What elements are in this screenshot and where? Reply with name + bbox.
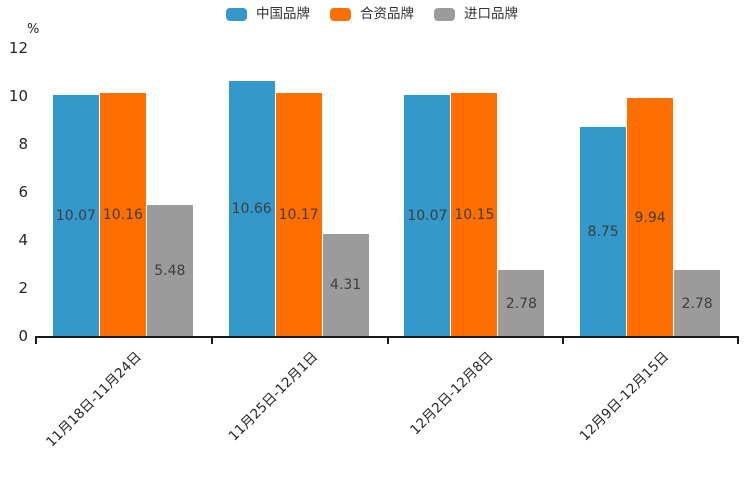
bar-series1-group3: 9.94: [627, 98, 674, 337]
bar-series0-group3: 8.75: [580, 127, 627, 337]
x-axis-tick: [562, 338, 565, 344]
bar-value-label: 10.66: [231, 201, 272, 218]
legend-item-2[interactable]: 进口品牌: [434, 6, 518, 22]
bar-series2-group1: 4.31: [322, 233, 369, 337]
bar-value-label: 10.17: [278, 206, 319, 223]
legend-label: 进口品牌: [464, 6, 518, 22]
bar-value-label: 10.07: [55, 208, 96, 225]
bar-value-label: 10.16: [102, 207, 143, 224]
bar-value-label: 8.75: [587, 224, 619, 240]
bar-group-3: 8.75 9.94 2.78: [580, 98, 721, 337]
bar-series0-group1: 10.66: [228, 81, 275, 337]
legend-swatch-icon: [434, 8, 455, 22]
x-axis-tick: [210, 338, 213, 344]
legend-label: 中国品牌: [256, 6, 310, 22]
y-axis-unit-label: %: [27, 22, 40, 37]
y-tick-label: 8: [18, 135, 28, 153]
legend-item-0[interactable]: 中国品牌: [226, 6, 310, 22]
x-axis-tick: [386, 338, 389, 344]
x-tick-label: 11月18日-11月24日: [43, 348, 146, 451]
bar-series1-group1: 10.17: [275, 92, 322, 337]
bar-series1-group0: 10.16: [99, 93, 146, 337]
bar-series0-group2: 10.07: [404, 95, 451, 337]
y-tick-label: 4: [18, 231, 28, 249]
bar-value-label: 4.31: [330, 277, 362, 294]
bar-group-1: 10.66 10.17 4.31: [228, 81, 369, 337]
y-tick-label: 10: [8, 87, 28, 105]
chart-legend: 中国品牌 合资品牌 进口品牌: [0, 6, 744, 22]
bar-group-0: 10.07 10.16 5.48: [52, 93, 193, 337]
bar-value-label: 10.07: [407, 208, 448, 225]
bar-value-label: 2.78: [681, 295, 713, 312]
x-tick-label: 11月25日-12月1日: [225, 348, 321, 445]
y-tick-label: 12: [8, 39, 28, 57]
bar-value-label: 9.94: [634, 209, 666, 226]
legend-label: 合资品牌: [360, 6, 414, 22]
y-tick-label: 2: [18, 279, 28, 297]
legend-item-1[interactable]: 合资品牌: [330, 6, 414, 22]
bar-series0-group0: 10.07: [52, 95, 99, 337]
x-axis-tick: [737, 338, 739, 344]
x-axis-line: [35, 336, 739, 344]
x-tick-label: 12月2日-12月8日: [407, 348, 497, 439]
legend-swatch-icon: [226, 8, 247, 22]
bar-series2-group3: 2.78: [674, 270, 721, 337]
plot-area: 10.07 10.16 5.48 10.66 10.17 4.31 10.07 10.15 2.…: [35, 0, 738, 337]
bar-value-label: 5.48: [154, 263, 186, 280]
y-tick-label: 6: [18, 183, 28, 201]
bar-series2-group0: 5.48: [146, 205, 193, 337]
x-tick-label: 12月9日-12月15日: [576, 348, 673, 445]
bar-value-label: 10.15: [454, 207, 495, 224]
bar-series1-group2: 10.15: [451, 93, 498, 337]
y-tick-label: 0: [18, 327, 28, 345]
legend-swatch-icon: [330, 8, 351, 22]
bar-value-label: 2.78: [505, 295, 537, 312]
bar-group-2: 10.07 10.15 2.78: [404, 93, 545, 337]
bar-series2-group2: 2.78: [498, 270, 545, 337]
x-axis-tick: [35, 338, 37, 344]
